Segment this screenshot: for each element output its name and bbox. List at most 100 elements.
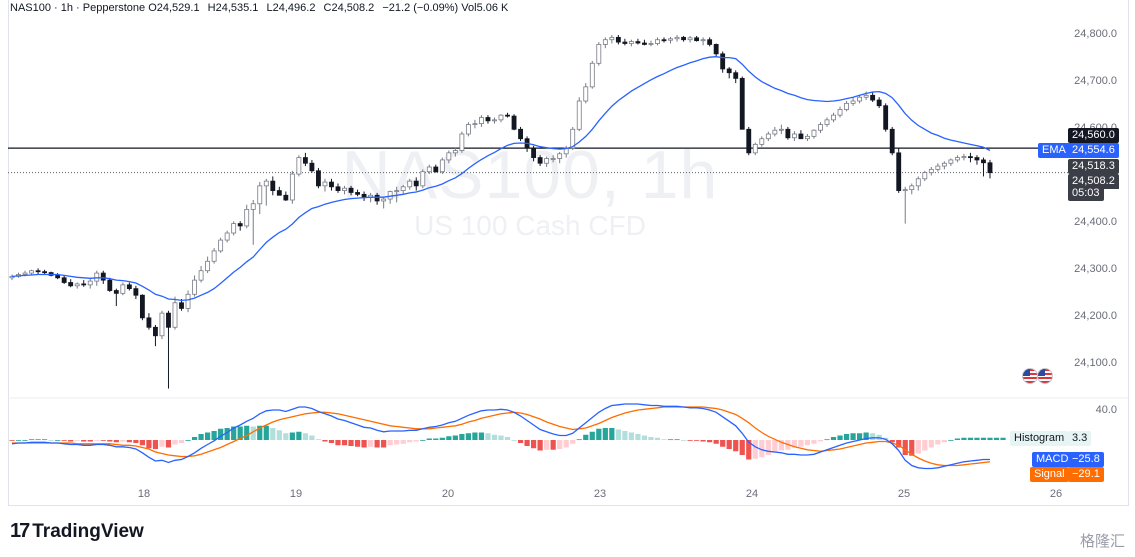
candle-body (374, 194, 380, 202)
histogram-bar (224, 428, 230, 440)
histogram-bar (498, 435, 504, 440)
x-tick-label: 18 (137, 488, 151, 500)
candle-body (713, 44, 719, 55)
histogram-bar (361, 440, 367, 448)
close-label: C (323, 2, 332, 14)
candle-body (981, 159, 986, 164)
histogram-bar (700, 440, 706, 442)
histogram-bar (961, 437, 967, 440)
histogram-bar (837, 435, 843, 440)
histogram-bar (178, 440, 185, 443)
candle-body (113, 290, 119, 294)
tradingview-logo[interactable]: 17 TradingView (10, 520, 144, 543)
candle-body (498, 114, 504, 121)
histogram-bar (133, 440, 139, 443)
candle-body (831, 114, 836, 121)
histogram-bar (915, 440, 921, 454)
candle-body (322, 181, 328, 187)
candle-body (850, 100, 856, 104)
us-flag-icon[interactable] (1037, 368, 1053, 384)
histogram-bar (283, 433, 289, 440)
histogram-bar (413, 440, 419, 442)
candle-body (511, 115, 517, 130)
candle-body (805, 135, 810, 140)
histogram-bar (654, 437, 661, 440)
plot-area[interactable] (0, 0, 1135, 506)
candle-body (935, 165, 941, 170)
histogram-bar (544, 440, 550, 450)
candle-body (316, 170, 321, 187)
x-tick-label: 26 (1049, 488, 1063, 500)
close-value: 24,508.2 (331, 2, 375, 14)
candle-body (661, 39, 667, 42)
histogram-bar (589, 431, 595, 440)
low-value: 24,496.2 (272, 2, 316, 14)
macd-line (11, 403, 990, 470)
candle-body (896, 152, 902, 191)
histogram-bar (374, 440, 380, 448)
histogram-bar (804, 440, 811, 446)
candle-body (433, 166, 439, 173)
histogram-bar (15, 440, 22, 441)
candle-body (400, 186, 406, 191)
us-flag-icon[interactable] (1022, 368, 1038, 384)
candle-body (146, 317, 152, 328)
histogram-bar (485, 433, 491, 440)
histogram-bar (165, 440, 172, 448)
histogram-bar (420, 440, 426, 441)
candle-body (81, 283, 87, 286)
histogram-bar (335, 440, 341, 446)
histogram-bar (296, 431, 302, 440)
histogram-bar (609, 428, 615, 440)
brand-name: TradingView (32, 521, 144, 542)
candle-body (922, 172, 928, 180)
source-watermark: 格隆汇 (1079, 533, 1125, 550)
candle-body (531, 147, 537, 158)
candle-body (589, 62, 595, 88)
macd-y-tick-label: 40.0 (1095, 404, 1117, 416)
candle-body (459, 133, 465, 151)
histogram-bar (387, 440, 393, 446)
histogram-bar (94, 440, 100, 441)
histogram-bar (81, 440, 87, 442)
candle-body (348, 187, 354, 193)
macd-value-tag: −25.8 (1068, 452, 1104, 467)
candle-body (407, 180, 413, 188)
histogram-bar (870, 433, 876, 440)
candle-body (961, 156, 967, 159)
candle-body (224, 232, 230, 241)
low-label: L (266, 2, 273, 14)
histogram-bar (218, 428, 224, 440)
change-value: −21.2 (−0.09%) (382, 2, 459, 14)
histogram-bar (902, 440, 908, 455)
histogram-bar (237, 426, 243, 440)
histogram-bar (680, 440, 687, 441)
histogram-bar (830, 437, 837, 440)
candle-body (387, 191, 393, 200)
histogram-bar (126, 440, 132, 443)
candle-body (42, 271, 48, 274)
candle-body (857, 96, 863, 102)
candle-body (296, 157, 302, 175)
histogram-bar (276, 430, 282, 440)
histogram-bar (302, 433, 309, 440)
candle-body (844, 102, 849, 110)
histogram-bar (967, 437, 974, 440)
histogram-bar (341, 440, 348, 446)
candle-body (479, 117, 484, 125)
candle-body (707, 39, 713, 45)
candle-body (276, 190, 282, 196)
candle-body (205, 260, 211, 272)
histogram-bar (948, 440, 954, 441)
candle-body (381, 198, 387, 202)
open-label: O (148, 2, 157, 14)
candle-body (687, 37, 693, 41)
candle-body (61, 277, 67, 283)
histogram-bar (465, 433, 472, 440)
histogram-bar (452, 435, 458, 440)
histogram-bar (824, 439, 830, 441)
symbol-label: NAS100 · 1h · Pepperstone (10, 2, 146, 14)
candle-body (537, 157, 543, 164)
histogram-bar (993, 437, 1000, 440)
histogram-bar (68, 440, 74, 442)
